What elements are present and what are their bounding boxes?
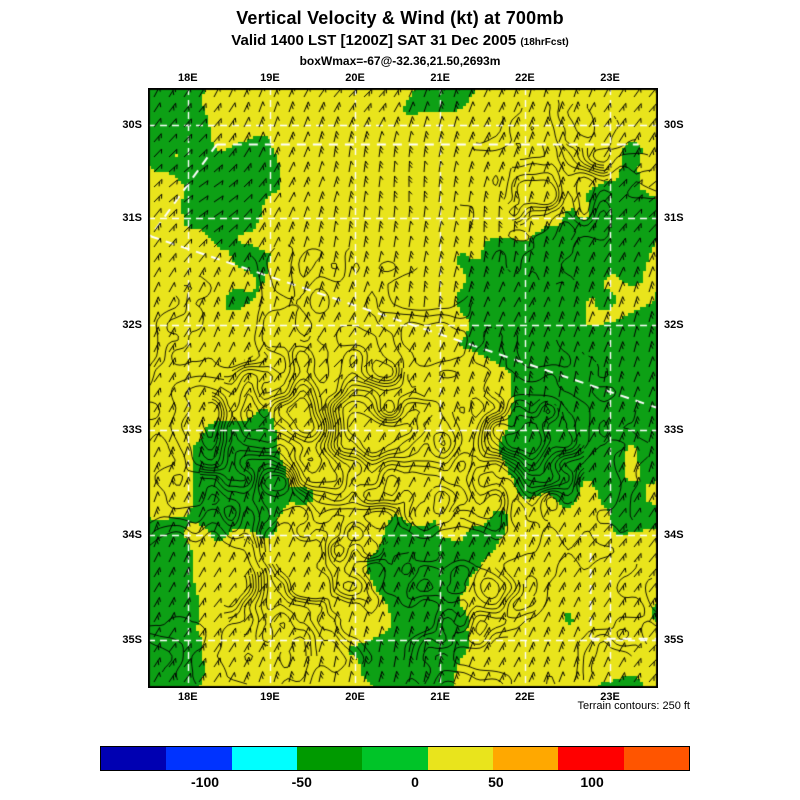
colorbar-segment <box>166 747 232 770</box>
lat-tick-label: 35S <box>122 634 142 646</box>
colorbar-segment <box>296 747 363 770</box>
lon-tick-label: 23E <box>600 691 620 703</box>
colorbar-segment <box>362 747 428 770</box>
lon-tick-label: 19E <box>260 691 280 703</box>
valid-time-text: Valid 1400 LST [1200Z] SAT 31 Dec 2005 <box>231 32 517 49</box>
colorbar-tick-label: 0 <box>411 774 419 790</box>
colorbar-segment <box>231 747 297 770</box>
lon-tick-label: 21E <box>430 72 451 84</box>
colorbar-tick-label: -50 <box>291 774 312 790</box>
wmax-annotation: boxWmax=-67@-32.36,21.50,2693m <box>299 54 501 68</box>
lat-tick-label: 35S <box>664 634 684 646</box>
colorbar <box>100 746 690 771</box>
map-panel: 18E 18E 19E 19E 20E 20E 21E 21E 22E 22E 23E 23E 30S 3… <box>122 72 683 703</box>
lat-tick-label: 32S <box>664 319 684 331</box>
lat-tick-label: 34S <box>664 529 684 541</box>
lat-tick-label: 30S <box>122 119 142 132</box>
chart-subtitle: Valid 1400 LST [1200Z] SAT 31 Dec 2005 (… <box>0 32 800 49</box>
colorbar-tick-label: -100 <box>191 774 220 790</box>
chart-title: Vertical Velocity & Wind (kt) at 700mb <box>236 8 564 28</box>
lat-tick-label: 30S <box>664 119 684 132</box>
map-canvas <box>148 88 658 688</box>
lon-tick-label: 20E <box>345 72 365 84</box>
lon-tick-label: 23E <box>600 72 620 84</box>
lat-tick-label: 33S <box>664 424 684 436</box>
lon-tick-label: 19E <box>260 72 280 84</box>
lon-tick-label: 20E <box>345 691 365 703</box>
colorbar-tick-label: 100 <box>580 774 604 790</box>
colorbar-tick-label: 50 <box>488 774 504 790</box>
lon-tick-label: 18E <box>177 691 198 703</box>
forecast-hour-tag: (18hrFcst) <box>520 37 569 48</box>
colorbar-segment <box>427 747 493 770</box>
colorbar-segment <box>101 747 167 770</box>
lon-tick-label: 22E <box>515 72 535 84</box>
lon-tick-label: 21E <box>430 691 451 703</box>
colorbar-segment <box>492 747 559 770</box>
terrain-note: Terrain contours: 250 ft <box>577 700 690 712</box>
lon-tick-label: 22E <box>515 691 535 703</box>
lat-tick-label: 31S <box>122 212 142 225</box>
colorbar-segment <box>623 747 689 770</box>
lon-tick-label: 18E <box>177 72 198 84</box>
colorbar-segment <box>558 747 624 770</box>
lat-tick-label: 34S <box>122 529 142 541</box>
lat-tick-label: 31S <box>664 212 684 225</box>
lat-tick-label: 33S <box>122 424 142 436</box>
lat-tick-label: 32S <box>122 319 142 331</box>
colorbar-labels: -100 -50 0 50 100 <box>100 774 690 794</box>
